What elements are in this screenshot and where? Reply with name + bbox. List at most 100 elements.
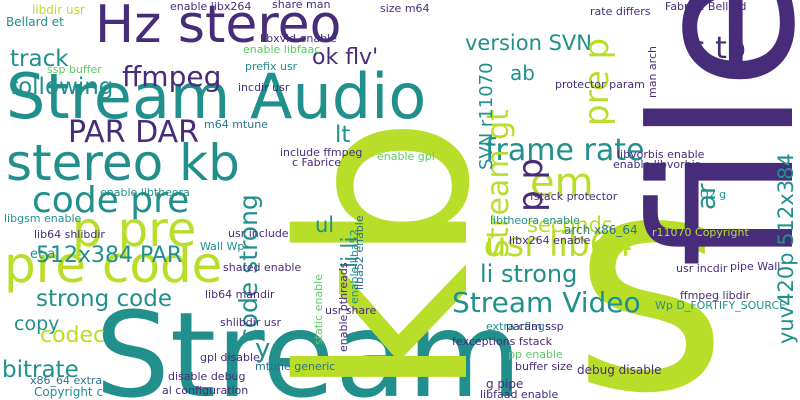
word: seconds xyxy=(527,213,613,237)
word: enable libx264 xyxy=(170,0,251,13)
word: O2 g xyxy=(700,188,726,201)
word: gpl disable xyxy=(200,351,260,364)
word: y xyxy=(255,334,270,364)
word: m64 mtune xyxy=(204,118,268,131)
word: shlibdir usr xyxy=(220,316,282,329)
word: libx264 enable xyxy=(509,234,591,247)
word: fexceptions fstack xyxy=(452,335,553,348)
word: enable libtheora xyxy=(100,186,190,199)
word: Bellard et xyxy=(6,15,64,29)
word: Wp D_FORTIFY_SOURCE xyxy=(655,299,786,312)
word: following xyxy=(10,74,113,100)
word: pp enable xyxy=(508,348,563,361)
word: disable debug xyxy=(168,370,246,383)
word: extra cflags xyxy=(486,320,551,333)
word: strong code xyxy=(36,286,172,312)
word: g pipe xyxy=(486,377,523,391)
word: file xyxy=(611,0,800,268)
word: libxvid enable xyxy=(260,32,337,45)
word: ab xyxy=(510,61,535,85)
word: arch x86_64 xyxy=(564,223,638,237)
word: mtune generic xyxy=(255,360,335,373)
word: rate differs xyxy=(590,5,651,18)
word: libvorbis enable xyxy=(617,148,705,161)
word: Hz stereo xyxy=(95,0,341,55)
word: share man xyxy=(272,0,330,11)
word: fstack protector xyxy=(530,190,618,203)
word: c Fabrice xyxy=(292,156,341,169)
word: kb xyxy=(251,116,521,398)
word: SVN r11070 xyxy=(476,62,497,170)
word: ar xyxy=(692,183,722,210)
word: protector param xyxy=(555,78,645,91)
word: libfaad enable xyxy=(480,388,558,400)
word: yuv420p 512x384 xyxy=(774,153,798,344)
word: s xyxy=(572,110,728,400)
word: stereo kb xyxy=(6,134,240,192)
word: ffmpeg libdir xyxy=(680,289,751,302)
word: param ssp xyxy=(506,320,564,333)
word: Stream Audio xyxy=(6,60,426,133)
word: bitrate xyxy=(2,357,79,383)
word: lib64 mandir xyxy=(205,288,275,301)
word: include ffmpeg xyxy=(280,146,362,159)
word: frame rate xyxy=(485,133,644,168)
word: 512x384 PAR xyxy=(36,243,182,268)
word: buffer size xyxy=(515,360,573,373)
word: libgsm enable xyxy=(4,212,82,225)
word: incdir usr xyxy=(238,81,290,94)
word: enable libfaac xyxy=(243,43,320,56)
word: s tb xyxy=(690,31,746,66)
word: Copyright c xyxy=(34,385,103,399)
word: copy xyxy=(14,313,59,335)
word: lt xyxy=(335,122,350,148)
word: li li xyxy=(338,237,363,268)
word: ul xyxy=(315,213,334,237)
word: enable gpl xyxy=(377,150,435,163)
word: man arch xyxy=(646,46,659,98)
word: li strong xyxy=(480,260,577,288)
word: version SVN xyxy=(465,31,592,55)
word: p p xyxy=(511,158,551,212)
word: pre p xyxy=(577,38,617,126)
word: usr include xyxy=(228,227,289,240)
word: et al xyxy=(30,247,59,262)
word: code strong xyxy=(234,194,263,342)
word: em xyxy=(530,160,594,206)
word: static enable xyxy=(312,274,325,345)
word: Wall Wp xyxy=(200,240,244,253)
word: PAR DAR xyxy=(68,115,199,150)
word: code pre xyxy=(32,180,189,221)
word: ssp buffer xyxy=(47,63,102,76)
word: codec xyxy=(40,323,105,348)
word: libtheora enable xyxy=(490,214,580,227)
word: Stream xyxy=(95,286,522,400)
word: size m64 xyxy=(380,2,430,15)
word: ok flv' xyxy=(312,45,378,70)
word: Fabrice Bellard xyxy=(665,0,746,13)
word: pipe Wall xyxy=(730,260,780,273)
word: shared enable xyxy=(223,261,301,274)
word: liba52 enable xyxy=(353,215,366,290)
word: track xyxy=(10,46,69,72)
word: pre code xyxy=(4,236,222,294)
word: p pre xyxy=(72,202,196,258)
word: mandir usr xyxy=(700,236,760,249)
word: al configuration xyxy=(162,384,248,397)
word: r11070 Copyright xyxy=(652,226,749,239)
word: enable pthreads xyxy=(337,262,350,352)
word: usr share xyxy=(325,304,376,317)
word: debug disable xyxy=(577,363,662,377)
word: Stream Video xyxy=(452,286,641,319)
word: enable libvorbis xyxy=(613,158,701,171)
word: usr incdir xyxy=(676,262,728,275)
word: ffmpeg xyxy=(122,60,221,93)
word: enable liba52 xyxy=(348,229,361,304)
word: libdir usr xyxy=(32,3,85,17)
word: prefix usr xyxy=(245,60,298,73)
word: lib64 shlibdir xyxy=(34,228,105,241)
word: Stream gt xyxy=(481,109,516,258)
